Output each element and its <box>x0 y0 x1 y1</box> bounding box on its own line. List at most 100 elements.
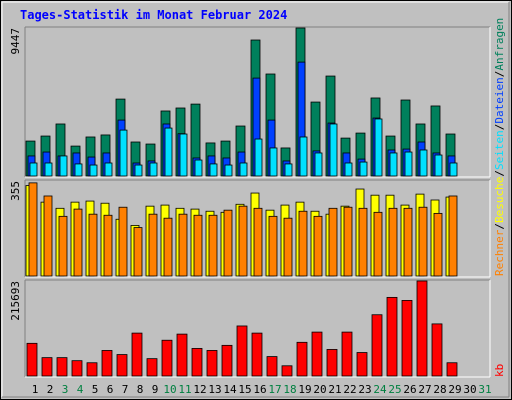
x-tick-label: 21 <box>328 383 341 396</box>
legend-entry: Seiten <box>493 130 506 170</box>
x-tick-label: 5 <box>92 383 99 396</box>
x-tick-label: 6 <box>107 383 114 396</box>
bar <box>299 136 308 177</box>
bar <box>253 207 263 277</box>
bar <box>268 215 278 277</box>
x-tick-label: 9 <box>152 383 159 396</box>
legend-entry: kb <box>493 364 506 377</box>
bar <box>434 154 443 177</box>
bar <box>88 213 98 277</box>
x-tick-label: 24 <box>373 383 387 396</box>
x-tick-label: 17 <box>268 383 281 396</box>
x-tick-label: 23 <box>358 383 371 396</box>
legend-separator: / <box>493 124 506 131</box>
bar <box>236 325 248 377</box>
x-tick-label: 25 <box>388 383 401 396</box>
bar <box>314 152 323 177</box>
bar <box>341 331 353 377</box>
bar <box>26 342 38 377</box>
bar <box>193 214 203 277</box>
x-tick-label: 29 <box>448 383 461 396</box>
x-tick-label: 16 <box>253 383 266 396</box>
y-tick-label: 215693 <box>9 281 22 321</box>
bar <box>296 341 308 377</box>
bar <box>403 207 413 277</box>
legend-text: Rechner/Besuche/Seiten/Dateien/Anfragen <box>493 18 506 276</box>
bar <box>191 348 203 377</box>
bar <box>281 365 293 377</box>
legend-entry: Dateien <box>493 77 506 123</box>
bar <box>59 155 68 177</box>
bar <box>71 360 83 377</box>
x-tick-label: 7 <box>122 383 129 396</box>
bar <box>86 362 98 377</box>
bar <box>179 133 188 177</box>
bar <box>224 164 233 177</box>
chart-title: Tages-Statistik im Monat Februar 2024 <box>20 8 287 22</box>
bar <box>431 323 443 377</box>
bar <box>148 213 158 277</box>
bar <box>313 215 323 277</box>
legend-entry: Besuche <box>493 177 506 223</box>
x-tick-label: 20 <box>313 383 326 396</box>
bar <box>221 344 233 377</box>
bar <box>29 162 38 177</box>
bar <box>116 354 128 377</box>
bar <box>254 138 263 177</box>
legend-separator: / <box>493 170 506 177</box>
x-tick-label: 12 <box>193 383 206 396</box>
bar <box>146 358 158 377</box>
bar <box>58 215 68 277</box>
x-tick-label: 4 <box>77 383 84 396</box>
x-tick-label: 28 <box>433 383 446 396</box>
bar <box>164 127 173 177</box>
bar <box>194 159 203 177</box>
bar <box>311 331 323 377</box>
bar <box>206 350 218 377</box>
x-tick-label: 14 <box>223 383 237 396</box>
bar <box>119 129 128 177</box>
x-tick-label: 10 <box>163 383 176 396</box>
bar <box>418 206 428 277</box>
bar <box>238 205 248 277</box>
bar <box>359 161 368 177</box>
bar <box>329 123 338 177</box>
bar <box>416 280 428 377</box>
x-tick-label: 26 <box>403 383 416 396</box>
bar <box>343 206 353 277</box>
bar <box>328 207 338 277</box>
bar <box>358 207 368 277</box>
x-tick-label: 1 <box>32 383 39 396</box>
x-tick-label: 13 <box>208 383 221 396</box>
bar <box>178 213 188 277</box>
x-tick-label: 31 <box>478 383 491 396</box>
y-tick-label: 9447 <box>9 28 22 55</box>
bar <box>101 350 113 377</box>
bar <box>104 162 113 177</box>
legend-entry: Rechner <box>493 229 506 276</box>
x-tick-label: 22 <box>343 383 356 396</box>
bar <box>374 118 383 177</box>
bar <box>209 163 218 177</box>
x-tick-label: 2 <box>47 383 54 396</box>
bar <box>131 332 143 377</box>
bar <box>269 147 278 177</box>
bar <box>44 162 53 177</box>
bar <box>373 211 383 277</box>
bar <box>388 207 398 277</box>
y-tick-label: 355 <box>9 181 22 201</box>
x-tick-label: 15 <box>238 383 251 396</box>
bar <box>208 214 218 277</box>
bar <box>149 162 158 177</box>
legend-separator: / <box>493 71 506 78</box>
x-tick-label: 19 <box>298 383 311 396</box>
bar <box>433 212 443 277</box>
bar <box>448 195 458 277</box>
bar <box>386 296 398 377</box>
bar <box>43 195 53 277</box>
x-tick-label: 11 <box>178 383 191 396</box>
bar <box>133 227 143 277</box>
bar <box>401 300 413 377</box>
bar <box>239 162 248 177</box>
